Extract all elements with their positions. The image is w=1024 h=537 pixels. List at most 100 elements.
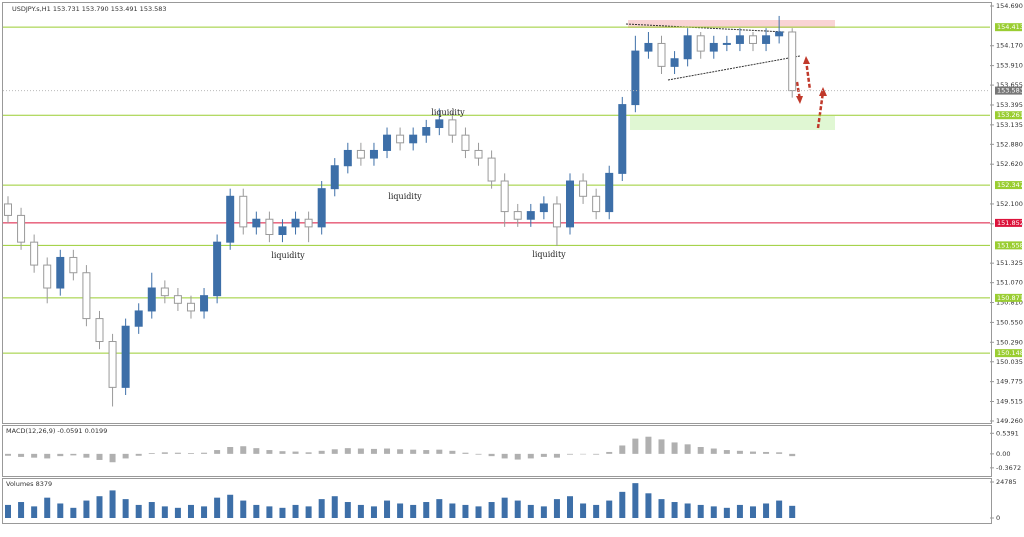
bar — [44, 497, 51, 518]
y-tick-label: 149.775 — [996, 378, 1023, 386]
bar — [553, 499, 560, 518]
y-tick-label: 152.100 — [996, 200, 1023, 208]
bar — [279, 451, 286, 454]
trend-line — [667, 55, 801, 81]
bar — [83, 500, 90, 518]
candle-body — [657, 42, 666, 67]
candle-body — [239, 195, 248, 228]
y-tick-label: 0 — [996, 514, 1000, 522]
bar — [606, 451, 613, 454]
candle-body — [343, 149, 352, 167]
candle-body — [683, 35, 692, 60]
level-label: 151.852 — [997, 219, 1024, 227]
level-label: 152.347 — [997, 181, 1024, 189]
candle-body — [134, 310, 143, 327]
bar — [305, 452, 312, 454]
bar — [5, 504, 11, 518]
bar — [240, 446, 247, 454]
bar — [736, 504, 743, 518]
candle-body — [788, 31, 797, 92]
candle-body — [173, 295, 182, 304]
bar — [357, 448, 364, 454]
bar — [331, 449, 338, 454]
bar — [410, 504, 417, 518]
bar — [214, 450, 221, 454]
bar — [606, 500, 613, 518]
candle-body — [422, 127, 431, 136]
candle-body — [317, 188, 326, 228]
bar — [684, 444, 691, 454]
candle-body — [644, 42, 653, 52]
candle-body — [304, 218, 313, 228]
volume-panel — [2, 478, 992, 524]
level-label: 150.148 — [997, 349, 1024, 357]
bar — [593, 453, 600, 455]
bar — [201, 506, 208, 518]
bar — [514, 453, 521, 460]
candle-body — [108, 341, 117, 388]
candle-body — [435, 119, 444, 129]
bar — [96, 453, 103, 460]
bar — [776, 452, 783, 454]
level-tag — [995, 218, 1022, 227]
bar — [318, 450, 325, 454]
bar — [305, 506, 312, 518]
bar — [410, 449, 417, 454]
candle-body — [487, 157, 496, 182]
candle-body — [160, 287, 169, 297]
bar — [736, 450, 743, 454]
bar — [214, 497, 221, 518]
bar — [671, 502, 678, 518]
bar — [279, 507, 286, 518]
macd-panel — [2, 425, 992, 477]
candle-body — [735, 35, 744, 44]
bar — [449, 503, 456, 518]
bar — [658, 499, 665, 518]
y-tick-label: 154.690 — [996, 2, 1023, 10]
level-tag — [995, 349, 1022, 358]
bar — [619, 445, 626, 454]
candle-body — [500, 180, 509, 213]
bar — [187, 453, 194, 454]
bar — [763, 451, 770, 454]
level-tag — [995, 23, 1022, 32]
bar — [527, 504, 534, 518]
y-tick-label: 150.290 — [996, 338, 1023, 346]
bar — [266, 450, 273, 454]
candle-body — [186, 302, 195, 312]
y-tick-label: 150.810 — [996, 299, 1023, 307]
bar — [436, 449, 443, 454]
main-panel — [2, 2, 992, 424]
bar — [632, 438, 639, 454]
bar — [161, 452, 168, 454]
candle-body — [30, 241, 39, 266]
bar — [18, 502, 25, 518]
level-tag — [995, 181, 1022, 190]
candle-body — [252, 218, 261, 228]
candle-body — [213, 241, 222, 297]
candle-body — [356, 149, 365, 159]
bar — [253, 504, 260, 518]
price-tag — [995, 86, 1022, 95]
y-tick-label: 151.325 — [996, 259, 1023, 267]
bar — [227, 447, 234, 454]
bar — [632, 483, 639, 518]
candle-body — [513, 211, 522, 220]
annotation: liquidity — [431, 108, 465, 117]
bar — [31, 453, 38, 458]
y-tick-label: 24785 — [996, 478, 1017, 486]
candle-body — [82, 272, 91, 320]
bar — [462, 452, 469, 454]
bar — [540, 453, 547, 457]
annotation: liquidity — [388, 192, 422, 201]
candle-body — [95, 318, 104, 343]
bar — [240, 500, 247, 518]
candle-body — [592, 195, 601, 213]
y-tick-label: 150.035 — [996, 358, 1023, 366]
bar — [109, 453, 116, 463]
y-tick-label: 151.070 — [996, 279, 1023, 287]
bar — [619, 491, 626, 518]
level-tag — [995, 111, 1022, 120]
bar — [462, 504, 469, 518]
